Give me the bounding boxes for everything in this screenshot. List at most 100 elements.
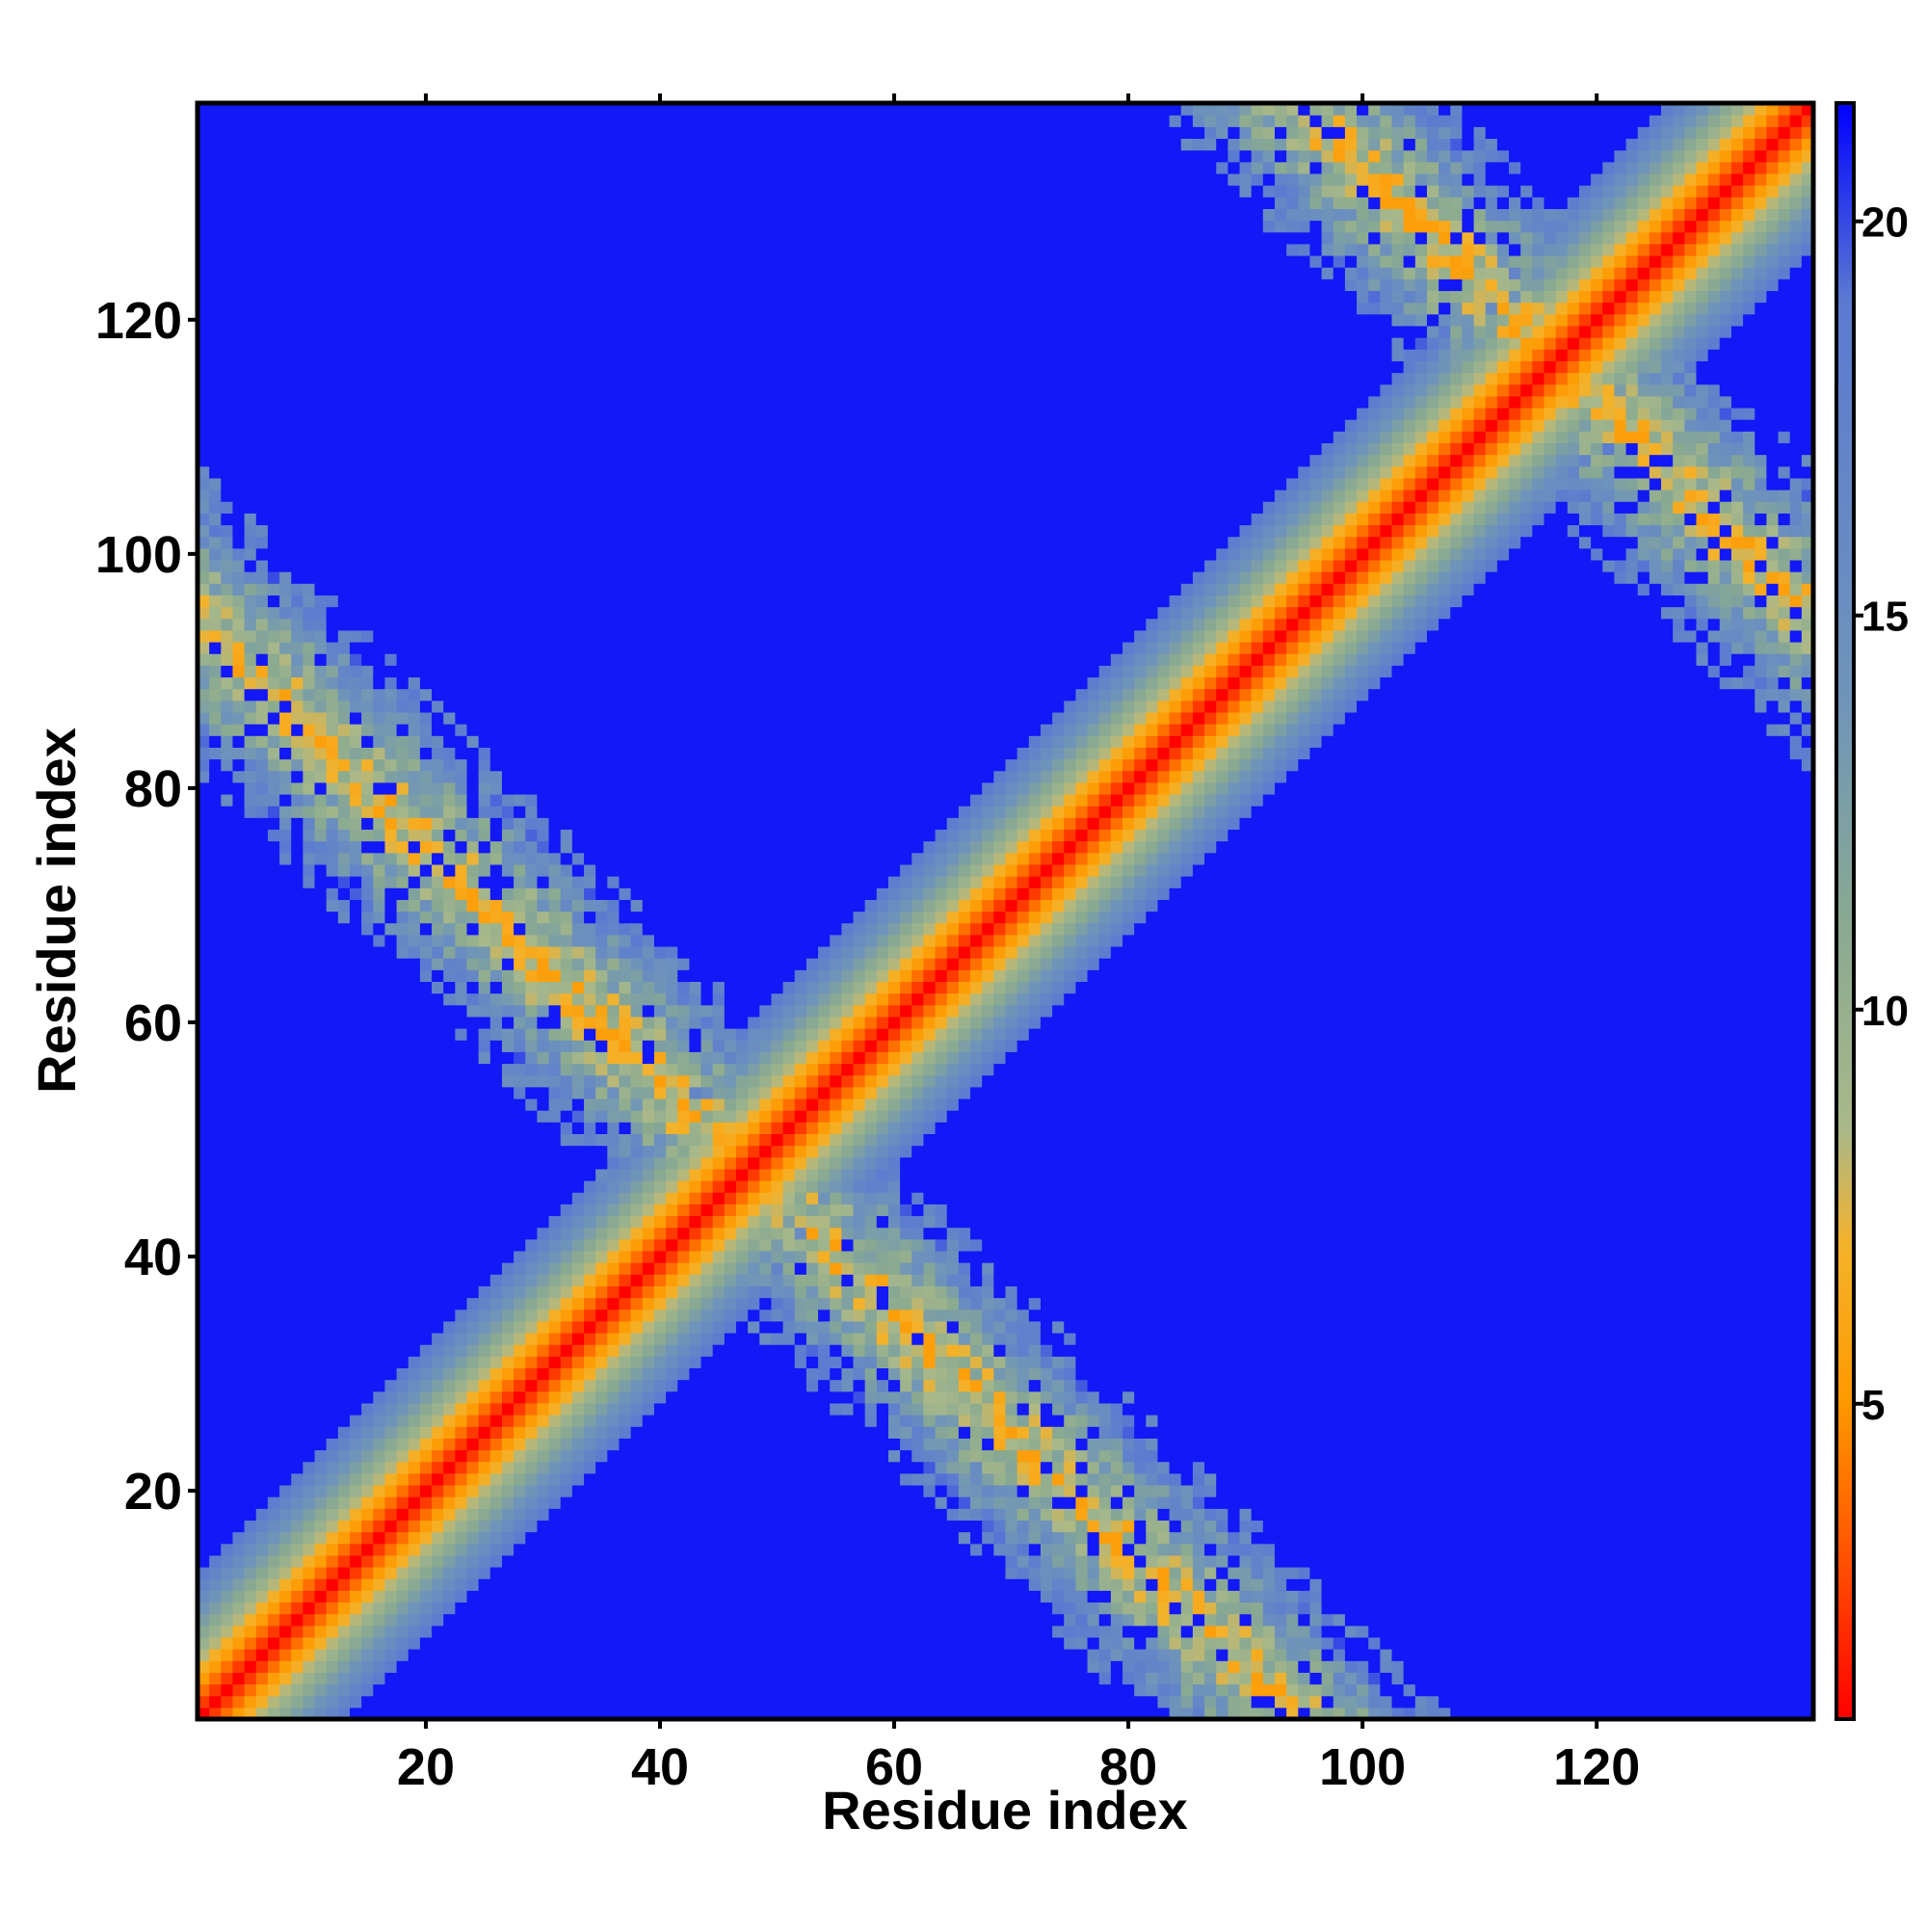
heatmap-cell bbox=[572, 771, 585, 783]
heatmap-cell bbox=[525, 1192, 538, 1204]
heatmap-cell bbox=[502, 747, 515, 759]
heatmap-cell bbox=[490, 1169, 503, 1181]
heatmap-cell bbox=[268, 431, 280, 443]
heatmap-cell bbox=[268, 1075, 280, 1088]
heatmap-cell bbox=[232, 806, 245, 818]
heatmap-cell bbox=[409, 806, 421, 818]
heatmap-cell bbox=[397, 337, 409, 350]
heatmap-cell bbox=[595, 1251, 608, 1263]
heatmap-cell bbox=[397, 1344, 409, 1357]
heatmap-cell bbox=[420, 221, 433, 233]
heatmap-cell bbox=[338, 1075, 351, 1088]
heatmap-cell bbox=[420, 326, 433, 338]
heatmap-cell bbox=[221, 747, 233, 759]
heatmap-cell bbox=[256, 899, 269, 912]
heatmap-cell bbox=[584, 1087, 596, 1099]
heatmap-cell bbox=[268, 244, 280, 256]
heatmap-cell bbox=[327, 1228, 339, 1240]
heatmap-cell bbox=[443, 150, 456, 163]
heatmap-cell bbox=[279, 1450, 292, 1463]
heatmap-cell bbox=[397, 1251, 409, 1263]
heatmap-cell bbox=[373, 1660, 385, 1673]
heatmap-cell bbox=[221, 969, 233, 982]
heatmap-cell bbox=[467, 665, 480, 677]
heatmap-cell bbox=[279, 595, 292, 607]
heatmap-cell bbox=[209, 841, 222, 854]
heatmap-cell bbox=[245, 747, 257, 759]
heatmap-cell bbox=[443, 1133, 456, 1146]
heatmap-cell bbox=[327, 1298, 339, 1310]
heatmap-cell bbox=[572, 1578, 585, 1591]
heatmap-cell bbox=[502, 817, 515, 830]
heatmap-cell bbox=[409, 150, 421, 163]
heatmap-cell bbox=[361, 923, 374, 936]
heatmap-cell bbox=[268, 1321, 280, 1334]
heatmap-cell bbox=[420, 1017, 433, 1029]
heatmap-cell bbox=[420, 1544, 433, 1556]
heatmap-cell bbox=[479, 162, 491, 174]
heatmap-cell bbox=[572, 619, 585, 631]
heatmap-cell bbox=[443, 1532, 456, 1545]
heatmap-cell bbox=[338, 619, 351, 631]
heatmap-cell bbox=[432, 1473, 444, 1486]
heatmap-cell bbox=[338, 1544, 351, 1556]
heatmap-cell bbox=[245, 524, 257, 537]
heatmap-cell bbox=[490, 1403, 503, 1416]
heatmap-cell bbox=[595, 1169, 608, 1181]
heatmap-cell bbox=[490, 583, 503, 595]
heatmap-cell bbox=[350, 1462, 362, 1474]
heatmap-cell bbox=[490, 221, 503, 233]
heatmap-cell bbox=[514, 1239, 526, 1252]
heatmap-cell bbox=[291, 255, 304, 268]
heatmap-cell bbox=[384, 1672, 397, 1684]
heatmap-cell bbox=[327, 1637, 339, 1650]
heatmap-cell bbox=[525, 665, 538, 677]
heatmap-cell bbox=[315, 501, 328, 514]
heatmap-cell bbox=[607, 1192, 620, 1204]
heatmap-cell bbox=[525, 1310, 538, 1322]
heatmap-cell bbox=[432, 583, 444, 595]
heatmap-cell bbox=[384, 442, 397, 455]
heatmap-cell bbox=[315, 1438, 328, 1450]
heatmap-cell bbox=[537, 548, 549, 561]
heatmap-cell bbox=[338, 1672, 351, 1684]
heatmap-cell bbox=[384, 290, 397, 303]
heatmap-cell bbox=[467, 1051, 480, 1064]
heatmap-cell bbox=[584, 1415, 596, 1427]
heatmap-cell bbox=[549, 1098, 562, 1111]
heatmap-cell bbox=[502, 1051, 515, 1064]
heatmap-cell bbox=[537, 853, 549, 865]
heatmap-cell bbox=[291, 431, 304, 443]
heatmap-cell bbox=[245, 653, 257, 666]
heatmap-cell bbox=[479, 853, 491, 865]
heatmap-cell bbox=[514, 419, 526, 432]
heatmap-cell bbox=[315, 244, 328, 256]
heatmap-cell bbox=[327, 1403, 339, 1416]
heatmap-cell bbox=[595, 1180, 608, 1193]
heatmap-cell bbox=[409, 1391, 421, 1404]
heatmap-cell bbox=[232, 876, 245, 888]
heatmap-cell bbox=[221, 946, 233, 959]
heatmap-cell bbox=[443, 455, 456, 467]
heatmap-cell bbox=[338, 221, 351, 233]
heatmap-cell bbox=[384, 1367, 397, 1380]
heatmap-cell bbox=[256, 665, 269, 677]
heatmap-cell bbox=[209, 1285, 222, 1298]
heatmap-cell bbox=[221, 1555, 233, 1568]
heatmap-cell bbox=[327, 548, 339, 561]
heatmap-cell bbox=[209, 408, 222, 420]
heatmap-cell bbox=[467, 1344, 480, 1357]
heatmap-cell bbox=[338, 1601, 351, 1614]
heatmap-cell bbox=[479, 607, 491, 620]
heatmap-cell bbox=[303, 1344, 315, 1357]
heatmap-cell bbox=[409, 197, 421, 209]
heatmap-cell bbox=[384, 689, 397, 701]
heatmap-cell bbox=[209, 794, 222, 807]
heatmap-cell bbox=[443, 1520, 456, 1532]
heatmap-cell bbox=[409, 431, 421, 443]
heatmap-cell bbox=[232, 548, 245, 561]
heatmap-cell bbox=[256, 478, 269, 490]
heatmap-cell bbox=[315, 1204, 328, 1216]
heatmap-cell bbox=[279, 560, 292, 572]
heatmap-cell bbox=[432, 923, 444, 936]
